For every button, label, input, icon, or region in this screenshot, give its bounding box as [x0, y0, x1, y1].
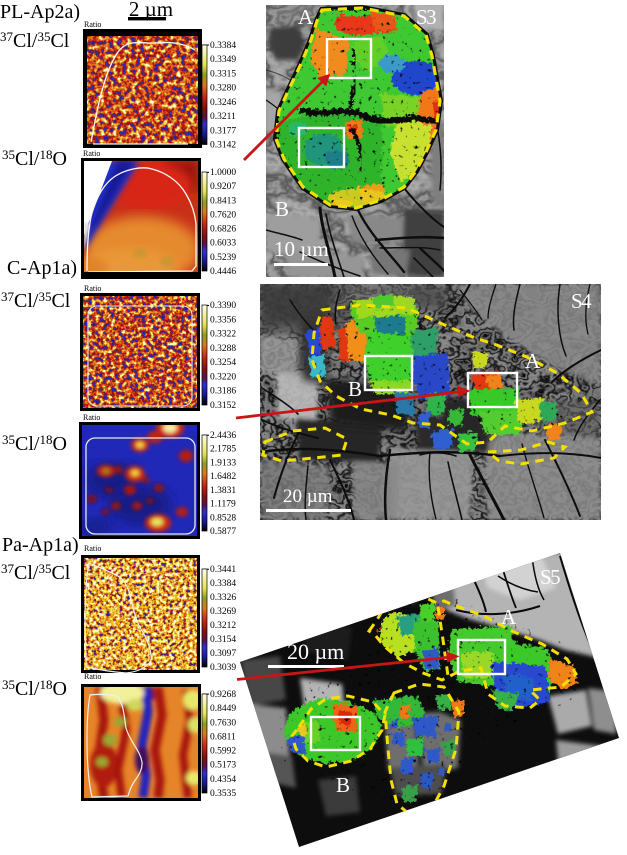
svg-text:1.1179: 1.1179	[210, 500, 236, 510]
svg-text:0.3097: 0.3097	[210, 649, 236, 659]
svg-text:Ratio: Ratio	[84, 544, 101, 553]
svg-text:0.3356: 0.3356	[210, 315, 236, 325]
svg-text:0.3535: 0.3535	[210, 789, 236, 799]
svg-text:0.5877: 0.5877	[210, 527, 236, 537]
svg-text:0.3212: 0.3212	[210, 621, 236, 631]
svg-text:A: A	[501, 605, 517, 629]
svg-text:0.8449: 0.8449	[210, 704, 236, 714]
svg-text:1.3831: 1.3831	[210, 486, 236, 496]
svg-text:0.3390: 0.3390	[210, 301, 236, 311]
svg-text:B: B	[275, 197, 289, 221]
svg-text:Ratio: Ratio	[84, 284, 101, 293]
svg-text:S4: S4	[571, 289, 592, 313]
svg-text:0.7620: 0.7620	[210, 210, 236, 220]
svg-text:0.3280: 0.3280	[210, 84, 236, 94]
svg-text:0.3177: 0.3177	[210, 126, 236, 136]
svg-text:0.3186: 0.3186	[210, 387, 236, 397]
svg-text:A: A	[298, 5, 314, 29]
svg-text:37Cl/35Cl: 37Cl/35Cl	[1, 561, 71, 584]
svg-text:0.3152: 0.3152	[210, 401, 236, 411]
svg-text:0.3326: 0.3326	[210, 593, 236, 603]
svg-text:1.6482: 1.6482	[210, 472, 236, 482]
svg-text:0.6826: 0.6826	[210, 225, 236, 235]
svg-text:0.3039: 0.3039	[210, 663, 236, 673]
svg-text:2.1785: 2.1785	[210, 445, 236, 455]
svg-text:0.4446: 0.4446	[210, 267, 236, 277]
svg-text:2 µm: 2 µm	[129, 0, 173, 21]
svg-text:0.7630: 0.7630	[210, 718, 236, 728]
svg-text:0.5992: 0.5992	[210, 747, 236, 757]
svg-text:0.3384: 0.3384	[210, 41, 236, 51]
svg-text:0.3288: 0.3288	[210, 344, 236, 354]
svg-text:0.9268: 0.9268	[210, 690, 236, 700]
svg-text:35Cl/18O: 35Cl/18O	[2, 432, 67, 455]
svg-text:20 µm: 20 µm	[287, 639, 344, 664]
svg-text:PL-Ap2a): PL-Ap2a)	[0, 1, 80, 23]
svg-text:0.3349: 0.3349	[210, 55, 236, 65]
svg-text:0.3315: 0.3315	[210, 69, 236, 79]
svg-text:0.8413: 0.8413	[210, 196, 236, 206]
svg-text:35Cl/18O: 35Cl/18O	[2, 147, 67, 170]
svg-text:0.5239: 0.5239	[210, 253, 236, 263]
svg-text:Ratio: Ratio	[83, 149, 100, 158]
svg-text:2.4436: 2.4436	[210, 431, 236, 441]
svg-text:0.6033: 0.6033	[210, 239, 236, 249]
svg-text:35Cl/18O: 35Cl/18O	[2, 677, 67, 700]
svg-text:A: A	[525, 349, 541, 373]
svg-text:0.3220: 0.3220	[210, 372, 236, 382]
svg-text:S5: S5	[540, 565, 560, 589]
svg-text:0.5173: 0.5173	[210, 761, 236, 771]
svg-text:0.3384: 0.3384	[210, 579, 236, 589]
svg-text:0.6811: 0.6811	[210, 732, 236, 742]
svg-text:B: B	[348, 377, 362, 401]
svg-text:S3: S3	[416, 5, 436, 29]
svg-text:0.3211: 0.3211	[210, 112, 236, 122]
svg-text:0.4354: 0.4354	[210, 775, 236, 785]
svg-text:0.3246: 0.3246	[210, 98, 236, 108]
svg-text:Ratio: Ratio	[84, 672, 101, 681]
svg-text:0.3254: 0.3254	[210, 358, 236, 368]
svg-text:0.9207: 0.9207	[210, 182, 236, 192]
svg-text:10 µm: 10 µm	[274, 237, 329, 261]
svg-text:1.0000: 1.0000	[210, 168, 236, 178]
svg-text:0.3441: 0.3441	[210, 565, 236, 575]
svg-text:Ratio: Ratio	[84, 20, 101, 29]
svg-text:20 µm: 20 µm	[283, 486, 333, 507]
svg-text:37Cl/35Cl: 37Cl/35Cl	[0, 29, 70, 52]
svg-text:Pa-Ap1a): Pa-Ap1a)	[2, 534, 79, 556]
svg-text:0.3269: 0.3269	[210, 607, 236, 617]
svg-text:1.9133: 1.9133	[210, 458, 236, 468]
svg-text:0.3322: 0.3322	[210, 330, 236, 340]
svg-text:37Cl/35Cl: 37Cl/35Cl	[1, 289, 71, 312]
svg-text:B: B	[336, 773, 350, 797]
svg-text:0.8528: 0.8528	[210, 513, 236, 523]
svg-text:C-Ap1a): C-Ap1a)	[7, 257, 77, 279]
svg-text:0.3142: 0.3142	[210, 141, 236, 151]
svg-text:Ratio: Ratio	[83, 413, 100, 422]
svg-text:0.3154: 0.3154	[210, 635, 236, 645]
